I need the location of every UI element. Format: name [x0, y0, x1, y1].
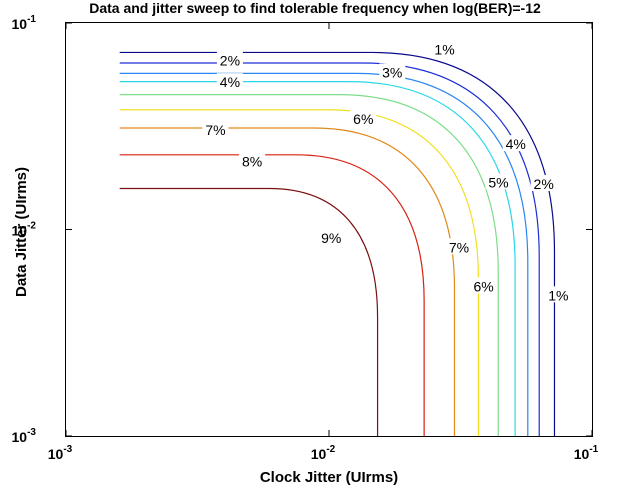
x-axis-ticks: 10-3 10-2 10-1	[48, 23, 599, 462]
contour-label: 2%	[534, 176, 554, 192]
contour-line-7pct	[119, 127, 456, 436]
contour-label-gap	[350, 110, 377, 127]
x-axis-label: Clock Jitter (UIrms)	[260, 469, 398, 486]
contour-label: 1%	[548, 287, 568, 303]
contour-label: 8%	[242, 153, 262, 169]
x-tick-label: 10-3	[48, 444, 73, 462]
contour-label: 5%	[488, 174, 508, 190]
contour-label: 7%	[205, 122, 225, 138]
contour-label: 4%	[220, 74, 240, 90]
contour-label-gap	[431, 40, 458, 57]
contour-label: 9%	[321, 230, 341, 246]
contour-label-gap	[502, 135, 529, 152]
contour-label: 2%	[220, 52, 240, 68]
y-axis-label: Data Jitter (UIrms)	[13, 167, 30, 297]
y-tick-label: 10-2	[12, 221, 37, 239]
contour-label: 6%	[353, 111, 373, 127]
contour-label-gap	[530, 175, 557, 192]
contour-line-4pct	[119, 81, 516, 436]
y-tick-label: 10-3	[12, 427, 37, 445]
contour-line-9pct	[119, 187, 379, 436]
contour-label-gap	[202, 121, 229, 138]
contour-label-gap	[445, 238, 472, 255]
contour-label-gap	[545, 286, 572, 303]
contour-label-gap	[318, 228, 345, 245]
contour-label: 6%	[473, 278, 493, 294]
contour-line-1pct	[119, 51, 556, 436]
chart-title: Data and jitter sweep to find tolerable …	[89, 0, 541, 16]
contour-line-8pct	[119, 154, 425, 436]
y-axis-ticks: 10-3 10-2 10-1	[12, 14, 592, 445]
contour-labels: 1% 1% 2% 2% 3% 4% 4% 5% 6% 6% 7% 7% 8% 9%	[202, 40, 572, 303]
contour-label: 3%	[382, 64, 402, 80]
x-tick-label: 10-1	[574, 444, 599, 462]
y-tick-label: 10-1	[12, 14, 37, 32]
contour-label-gap	[470, 277, 497, 294]
contour-line-5pct	[119, 94, 499, 436]
x-tick-label: 10-2	[311, 444, 336, 462]
contour-label: 7%	[449, 239, 469, 255]
contour-label-gap	[379, 63, 406, 80]
contour-label: 4%	[506, 136, 526, 152]
contour-label: 1%	[434, 41, 454, 57]
contour-label-gap	[239, 152, 266, 169]
contour-label-gap	[216, 73, 243, 90]
contour-label-gap	[216, 51, 243, 68]
contour-label-gap	[485, 173, 512, 190]
